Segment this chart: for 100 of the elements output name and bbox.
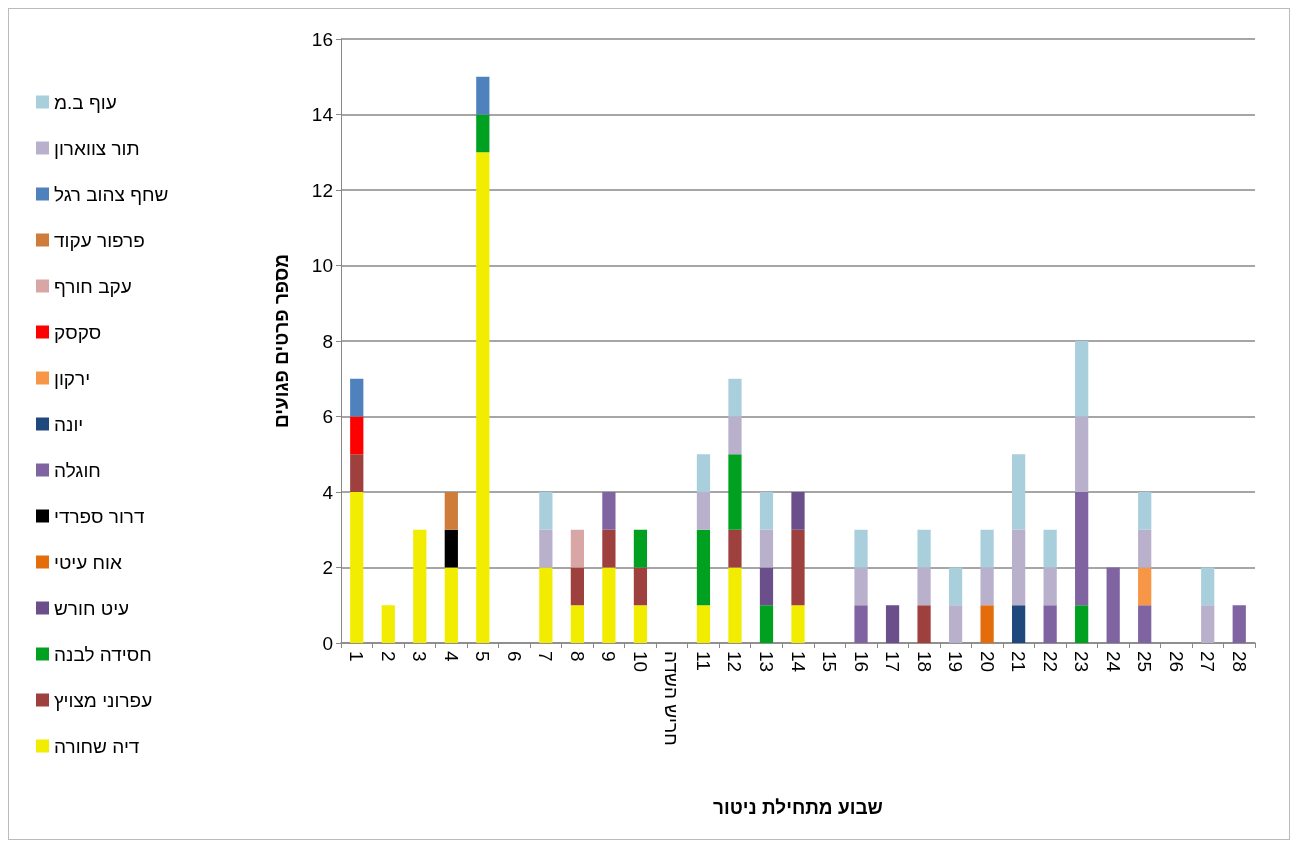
- y-tick-label: 4: [322, 481, 334, 503]
- x-tick-label: 17: [882, 651, 904, 673]
- x-tick-label: 5: [472, 651, 494, 662]
- legend-label: חוגלה: [54, 459, 101, 481]
- x-tick-label: 18: [913, 651, 935, 673]
- bar: [633, 605, 648, 643]
- bar: [917, 529, 931, 568]
- bar: [917, 605, 931, 643]
- bar: [1138, 492, 1152, 530]
- bar: [570, 605, 584, 643]
- bar: [539, 529, 553, 568]
- bar: [570, 529, 584, 568]
- y-tick-label: 2: [322, 557, 333, 578]
- bar: [413, 529, 427, 643]
- x-tick-label: 25: [1134, 651, 1156, 673]
- bar: [791, 605, 805, 643]
- x-tick-label: 8: [566, 651, 588, 662]
- x-tick-label: 20: [976, 651, 998, 673]
- bar: [444, 567, 458, 643]
- x-tick-label: 10: [629, 651, 651, 673]
- x-tick-label: 11: [692, 651, 714, 671]
- x-tick-label: 21: [1008, 651, 1030, 673]
- bar: [1075, 605, 1089, 643]
- x-tick-label: 23: [1071, 651, 1093, 673]
- bar: [1075, 416, 1089, 492]
- x-tick-label: 26: [1165, 651, 1187, 673]
- x-tick-label: 9: [598, 651, 620, 662]
- legend-label: אוח עיטי: [54, 551, 123, 573]
- y-tick-label: 16: [311, 28, 333, 50]
- legend-label: ירקון: [54, 367, 91, 389]
- y-tick-label: 0: [322, 632, 333, 654]
- x-tick-label: 15: [819, 651, 841, 673]
- bar: [728, 454, 742, 530]
- bar: [444, 492, 458, 530]
- x-tick-label: 19: [945, 651, 967, 673]
- y-tick-label: 14: [311, 104, 334, 125]
- bar: [1012, 454, 1026, 530]
- bar: [1138, 567, 1152, 606]
- bar: [728, 529, 742, 568]
- bar: [539, 567, 553, 643]
- legend-label: חסידה לבנה: [54, 643, 152, 665]
- bar: [948, 605, 963, 643]
- bar: [696, 529, 711, 606]
- bar: [602, 567, 616, 643]
- legend-label: סקסק: [54, 321, 102, 343]
- x-tick-label: 24: [1102, 651, 1124, 673]
- bar: [1201, 605, 1215, 643]
- bar: [728, 567, 742, 643]
- x-tick-label: 1: [346, 651, 368, 662]
- bar: [917, 567, 931, 606]
- bar: [1075, 341, 1089, 417]
- bar: [759, 529, 774, 568]
- bar: [1232, 605, 1246, 643]
- bar: [476, 76, 490, 115]
- legend-label: עיט חורש: [54, 597, 130, 619]
- bar: [791, 492, 805, 530]
- bar: [350, 416, 364, 455]
- bar: [728, 378, 742, 417]
- y-tick-label: 6: [322, 406, 333, 427]
- bar: [1012, 605, 1026, 643]
- bar: [854, 567, 868, 606]
- bar: [1043, 529, 1057, 568]
- x-tick-label: 3: [409, 651, 431, 662]
- x-tick-label: 12: [724, 651, 746, 673]
- bar: [696, 605, 711, 643]
- bar: [350, 454, 364, 492]
- x-tick-label: חריש השדה: [661, 651, 683, 746]
- x-tick-label: 22: [1039, 651, 1061, 673]
- bar: [381, 605, 395, 643]
- bar: [539, 492, 553, 530]
- y-tick-label: 8: [322, 330, 333, 352]
- bar: [602, 529, 616, 568]
- bar: [696, 454, 711, 492]
- bar: [444, 529, 458, 568]
- x-tick-label: 28: [1228, 651, 1250, 673]
- bar: [350, 492, 364, 643]
- legend-label: שחף צהוב רגל: [54, 183, 169, 205]
- legend-label: תור צווארון: [54, 137, 140, 159]
- bar: [633, 529, 648, 568]
- bar: [696, 492, 711, 530]
- x-tick-label: 14: [787, 651, 809, 673]
- legend-label: עקב חורף: [54, 275, 132, 297]
- bar: [1012, 529, 1026, 606]
- legend-label: יונה: [54, 413, 84, 435]
- bar: [476, 114, 490, 153]
- bar: [350, 378, 364, 417]
- bar: [728, 416, 742, 455]
- bar: [854, 605, 868, 643]
- x-tick-label: 4: [440, 651, 462, 662]
- bar: [885, 605, 900, 643]
- bar: [1043, 567, 1057, 606]
- bar: [759, 492, 774, 530]
- x-tick-label: 13: [755, 651, 777, 673]
- bar: [759, 567, 774, 606]
- x-tick-label: 7: [535, 651, 557, 662]
- x-tick-label: 6: [503, 651, 525, 662]
- x-tick-label: 27: [1197, 651, 1219, 673]
- legend-label: דיה שחורה: [54, 735, 140, 757]
- x-tick-label: 2: [377, 651, 399, 662]
- y-tick-label: 12: [311, 179, 333, 201]
